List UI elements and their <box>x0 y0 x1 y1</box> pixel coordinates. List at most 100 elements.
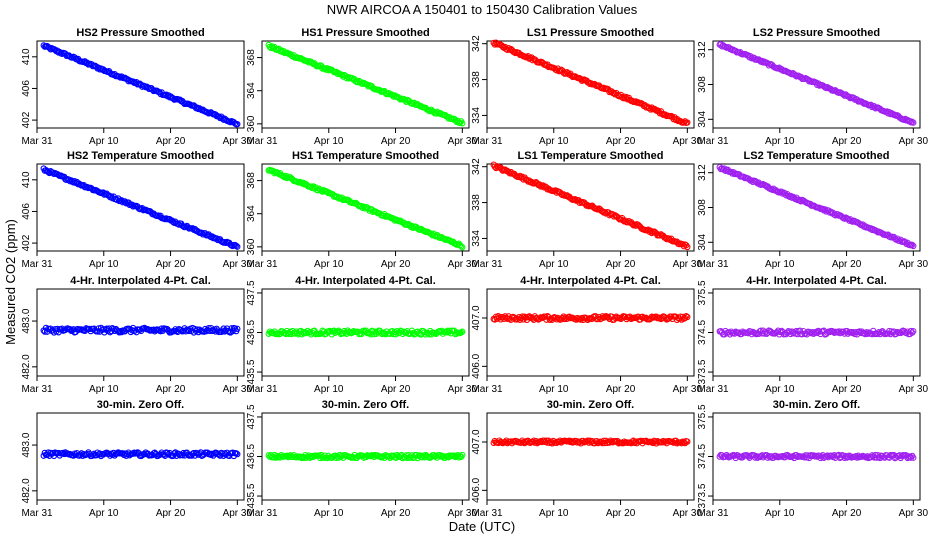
x-tick-label: Apr 20 <box>606 136 636 147</box>
x-tick-label: Apr 20 <box>156 136 186 147</box>
x-tick-label: Apr 20 <box>832 384 862 395</box>
data-point <box>321 65 328 72</box>
data-point <box>293 454 300 461</box>
data-point <box>909 118 916 125</box>
chart-panel: 4-Hr. Interpolated 4-Pt. Cal. Mar 31 Apr 1… <box>471 275 702 395</box>
chart-panel: LS2 Pressure Smoothed Mar 31 Apr 10 Apr 20 A… <box>697 27 928 147</box>
data-point <box>684 119 691 126</box>
x-tick-label: Apr 30 <box>223 508 253 519</box>
panel-title: 4-Hr. Interpolated 4-Pt. Cal. <box>70 275 211 287</box>
y-tick-label: 482.0 <box>21 478 32 503</box>
data-point <box>338 71 346 79</box>
panel-title: 30-min. Zero Off. <box>322 399 409 411</box>
panel-title: HS2 Pressure Smoothed <box>76 27 204 39</box>
data-point <box>233 450 240 457</box>
panel-title: 4-Hr. Interpolated 4-Pt. Cal. <box>295 275 436 287</box>
x-tick-label: Apr 30 <box>673 384 703 395</box>
data-point <box>684 313 691 321</box>
x-tick-label: Apr 20 <box>381 508 411 519</box>
y-tick-label: 437.5 <box>246 280 257 305</box>
y-tick-label: 410 <box>21 171 32 188</box>
data-series <box>265 451 466 462</box>
y-tick-label: 338 <box>471 71 482 88</box>
x-tick-label: Apr 30 <box>448 508 478 519</box>
data-point <box>550 314 557 322</box>
y-tick-label: 304 <box>697 111 708 128</box>
y-tick-label: 406 <box>21 80 32 97</box>
data-series <box>265 166 466 251</box>
data-series <box>40 324 241 336</box>
y-tick-label: 373.5 <box>697 483 708 508</box>
data-point <box>868 330 876 338</box>
x-tick-label: Apr 10 <box>314 384 344 395</box>
y-tick-label: 483.0 <box>21 432 32 457</box>
y-tick-label: 334 <box>471 107 482 124</box>
x-tick-label: Apr 30 <box>223 384 253 395</box>
data-point <box>864 330 871 337</box>
y-tick-label: 364 <box>246 205 257 222</box>
y-tick-label: 334 <box>471 230 482 247</box>
x-tick-label: Mar 31 <box>21 259 53 270</box>
x-tick-label: Apr 20 <box>832 259 862 270</box>
y-tick-label: 437.5 <box>246 404 257 429</box>
data-point <box>758 330 766 337</box>
x-tick-label: Apr 20 <box>381 384 411 395</box>
chart-panel: HS2 Temperature Smoothed Mar 31 Apr 10 Apr … <box>21 150 252 270</box>
x-tick-label: Mar 31 <box>471 136 503 147</box>
y-tick-label: 373.5 <box>697 359 708 384</box>
y-tick-label: 406.0 <box>471 477 482 502</box>
data-series <box>716 164 917 250</box>
x-tick-label: Apr 30 <box>899 508 929 519</box>
x-tick-label: Apr 30 <box>223 136 253 147</box>
y-tick-label: 368 <box>246 49 257 66</box>
y-tick-label: 483.0 <box>21 308 32 333</box>
data-series <box>490 161 691 251</box>
data-point <box>459 244 466 251</box>
data-point <box>458 329 465 336</box>
data-point <box>519 313 526 320</box>
data-point <box>448 115 456 122</box>
x-tick-label: Apr 20 <box>606 259 636 270</box>
y-tick-label: 407.0 <box>471 305 482 330</box>
panel-title: LS1 Temperature Smoothed <box>518 150 664 162</box>
data-point <box>459 120 466 127</box>
y-tick-label: 402 <box>21 234 32 251</box>
data-point <box>215 113 223 120</box>
chart-panel: 30-min. Zero Off. Mar 31 Apr 10 Apr 20 Apr 3… <box>246 399 477 519</box>
data-point <box>910 242 917 250</box>
plot-frame <box>261 40 470 129</box>
x-tick-label: Apr 10 <box>314 259 344 270</box>
x-tick-label: Apr 10 <box>765 508 795 519</box>
y-tick-label: 368 <box>246 172 257 189</box>
chart-panel: 30-min. Zero Off. Mar 31 Apr 10 Apr 20 Apr 3… <box>21 399 252 519</box>
x-tick-label: Apr 10 <box>314 136 344 147</box>
x-tick-label: Mar 31 <box>246 384 278 395</box>
x-tick-label: Apr 30 <box>673 508 703 519</box>
data-point <box>546 316 553 323</box>
chart-panel: LS1 Temperature Smoothed Mar 31 Apr 10 Apr … <box>471 150 702 270</box>
x-tick-label: Mar 31 <box>21 384 53 395</box>
plot-frame <box>36 40 245 129</box>
data-series <box>490 312 691 324</box>
data-point <box>684 438 691 445</box>
panel-title: HS1 Temperature Smoothed <box>292 150 439 162</box>
y-tick-label: 435.5 <box>246 359 257 384</box>
plot-frame <box>36 288 245 377</box>
x-tick-label: Apr 10 <box>539 508 569 519</box>
x-tick-label: Apr 20 <box>156 259 186 270</box>
data-series <box>716 327 917 338</box>
data-point <box>684 243 691 251</box>
x-tick-label: Mar 31 <box>697 259 729 270</box>
data-point <box>234 325 241 332</box>
y-tick-label: 374.5 <box>697 444 708 469</box>
y-tick-label: 375.5 <box>697 280 708 305</box>
data-point <box>47 46 54 53</box>
data-point <box>910 328 917 335</box>
x-axis-title: Date (UTC) <box>449 519 515 534</box>
data-series <box>40 165 241 250</box>
x-tick-label: Apr 10 <box>89 136 119 147</box>
data-point <box>125 78 132 85</box>
x-tick-label: Apr 30 <box>899 136 929 147</box>
x-tick-label: Mar 31 <box>21 508 53 519</box>
